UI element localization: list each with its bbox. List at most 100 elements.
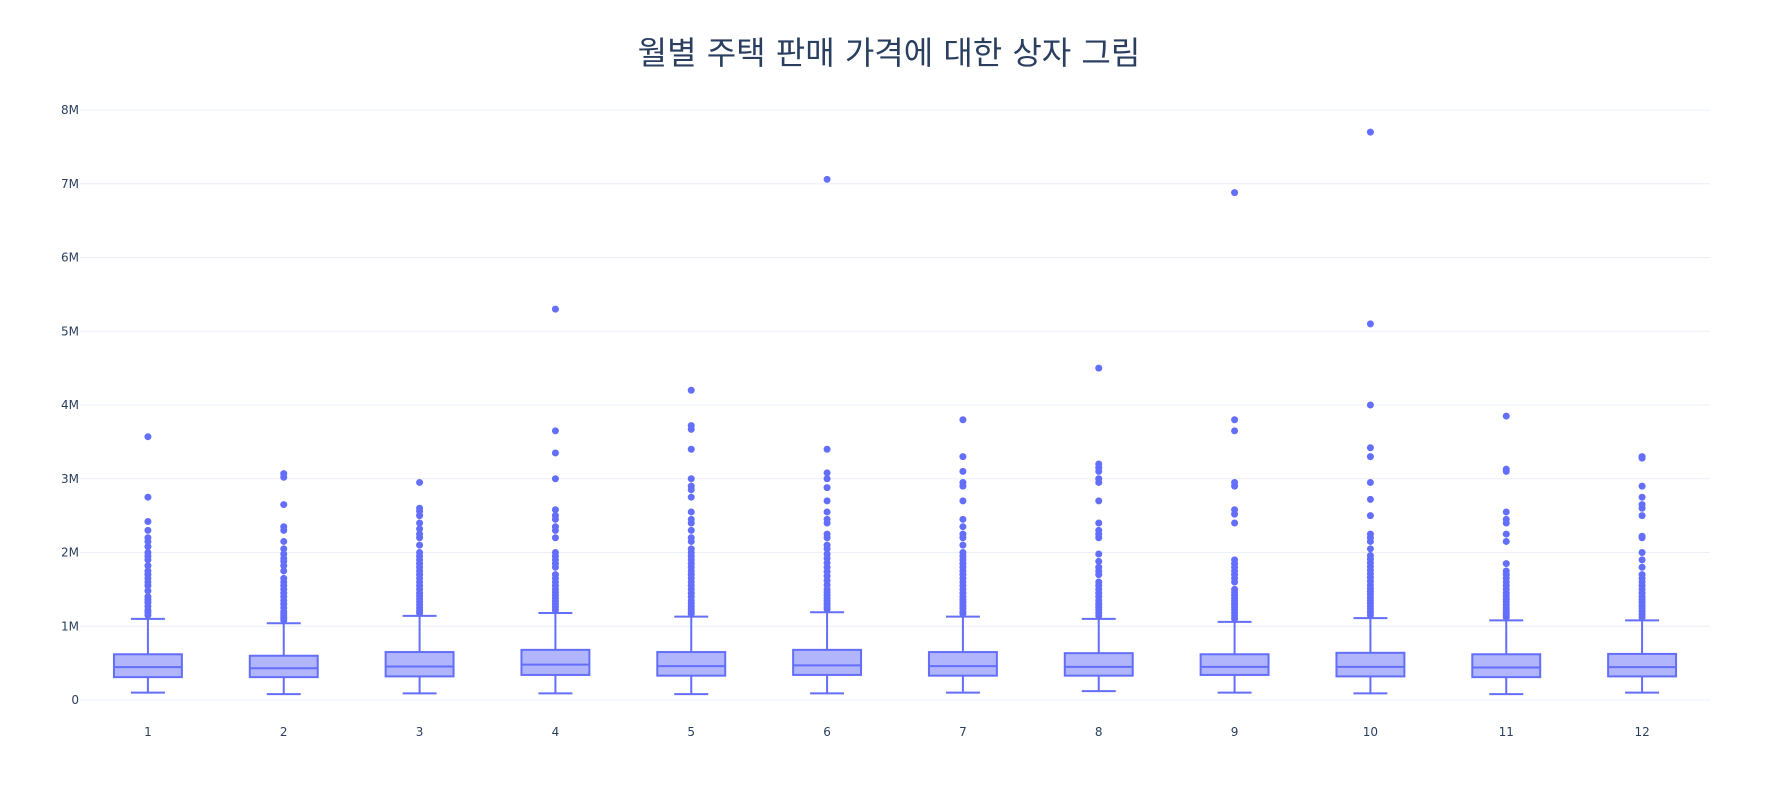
outlier-point: [959, 497, 966, 504]
iqr-box: [386, 652, 454, 676]
outlier-point: [1367, 402, 1374, 409]
y-tick-label: 8M: [61, 103, 79, 117]
x-tick-label: 2: [280, 725, 288, 739]
outlier-point: [552, 427, 559, 434]
outlier-point: [144, 534, 151, 541]
outlier-point: [1231, 520, 1238, 527]
outlier-point: [416, 542, 423, 549]
x-tick-label: 8: [1095, 725, 1103, 739]
y-axis-ticks: 0 1M 2M 3M 4M 5M 6M 7M 8M: [61, 103, 79, 707]
outlier-point: [959, 479, 966, 486]
outlier-point: [144, 433, 151, 440]
iqr-box: [1608, 654, 1676, 676]
outlier-point: [280, 575, 287, 582]
outlier-point: [1639, 453, 1646, 460]
outlier-point: [824, 176, 831, 183]
outlier-point: [688, 527, 695, 534]
iqr-box: [250, 656, 318, 677]
outlier-point: [1367, 512, 1374, 519]
outlier-point: [824, 516, 831, 523]
x-tick-label: 7: [959, 725, 967, 739]
outlier-point: [1231, 556, 1238, 563]
outlier-point: [1639, 512, 1646, 519]
outlier-point: [1503, 531, 1510, 538]
outlier-point: [959, 542, 966, 549]
x-tick-label: 1: [144, 725, 152, 739]
outlier-point: [824, 469, 831, 476]
outlier-point: [552, 506, 559, 513]
outlier-point: [552, 523, 559, 530]
y-tick-label: 0: [71, 693, 79, 707]
outlier-point: [1503, 567, 1510, 574]
iqr-box: [521, 650, 589, 675]
outlier-point: [1231, 189, 1238, 196]
outlier-point: [280, 523, 287, 530]
iqr-box: [657, 652, 725, 676]
outlier-point: [1095, 475, 1102, 482]
outlier-point: [1639, 549, 1646, 556]
outlier-point: [959, 468, 966, 475]
outlier-point: [1639, 501, 1646, 508]
outlier-point: [1367, 531, 1374, 538]
box-month-7: [929, 416, 997, 692]
outlier-point: [824, 531, 831, 538]
outlier-point: [1095, 365, 1102, 372]
outlier-point: [1639, 564, 1646, 571]
x-tick-label: 12: [1634, 725, 1649, 739]
boxes: [114, 129, 1676, 694]
x-tick-label: 4: [552, 725, 560, 739]
outlier-point: [280, 501, 287, 508]
box-month-4: [521, 306, 589, 694]
outlier-point: [688, 534, 695, 541]
x-tick-label: 10: [1363, 725, 1378, 739]
outlier-point: [416, 479, 423, 486]
outlier-point: [416, 549, 423, 556]
outlier-point: [280, 470, 287, 477]
iqr-box: [1065, 653, 1133, 675]
outlier-point: [1095, 558, 1102, 565]
outlier-point: [959, 516, 966, 523]
outlier-point: [1503, 516, 1510, 523]
outlier-point: [552, 534, 559, 541]
outlier-point: [280, 545, 287, 552]
outlier-point: [1367, 129, 1374, 136]
outlier-point: [552, 549, 559, 556]
iqr-box: [793, 650, 861, 675]
gridlines: [80, 110, 1710, 700]
outlier-point: [1367, 552, 1374, 559]
iqr-box: [1472, 654, 1540, 677]
outlier-point: [1639, 571, 1646, 578]
outlier-point: [959, 453, 966, 460]
chart-title: 월별 주택 판매 가격에 대한 상자 그림: [0, 28, 1778, 74]
box-month-2: [250, 470, 318, 694]
x-tick-label: 5: [687, 725, 695, 739]
y-tick-label: 5M: [61, 324, 79, 338]
x-axis-ticks: 1 2 3 4 5 6 7 8 9 10 11 12: [144, 725, 1650, 739]
box-month-1: [114, 433, 182, 692]
box-month-9: [1201, 189, 1269, 693]
outlier-point: [1639, 483, 1646, 490]
outlier-point: [1639, 556, 1646, 563]
box-month-8: [1065, 365, 1133, 692]
outlier-point: [1095, 579, 1102, 586]
y-tick-label: 2M: [61, 546, 79, 560]
outlier-point: [1367, 479, 1374, 486]
x-tick-label: 9: [1231, 725, 1239, 739]
y-tick-label: 7M: [61, 177, 79, 191]
box-month-11: [1472, 413, 1540, 695]
outlier-point: [1639, 533, 1646, 540]
box-month-3: [386, 479, 454, 693]
outlier-point: [552, 475, 559, 482]
box-month-10: [1336, 129, 1404, 694]
outlier-point: [959, 416, 966, 423]
y-tick-label: 6M: [61, 251, 79, 265]
outlier-point: [1095, 550, 1102, 557]
outlier-point: [552, 449, 559, 456]
outlier-point: [1231, 586, 1238, 593]
outlier-point: [552, 571, 559, 578]
outlier-point: [1095, 520, 1102, 527]
outlier-point: [824, 497, 831, 504]
outlier-point: [1367, 545, 1374, 552]
